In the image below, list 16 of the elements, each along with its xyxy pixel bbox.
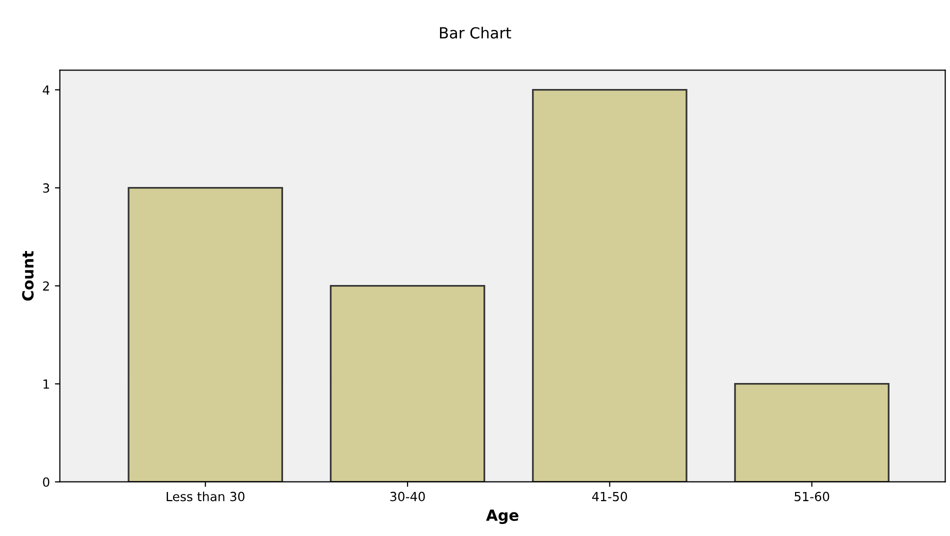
- bar: [532, 88, 688, 482]
- y-tick-label: 4: [42, 85, 50, 95]
- y-tick-label: 0: [43, 477, 50, 487]
- x-tick-label: 30-40: [390, 492, 425, 502]
- x-tick-label: 51-60: [794, 492, 830, 502]
- y-tick-label: 1: [44, 379, 49, 389]
- y-tick-label: 3: [43, 183, 50, 193]
- x-tick-label: 41-50: [592, 492, 628, 502]
- bar: [330, 285, 486, 482]
- y-axis-title: Count: [22, 251, 34, 301]
- bar: [734, 383, 890, 482]
- x-axis-title: Age: [486, 510, 518, 524]
- y-tick-label: 2: [43, 281, 49, 291]
- chart-title: Bar Chart: [440, 26, 512, 39]
- x-tick-label: Less than 30: [166, 492, 244, 502]
- bar: [128, 186, 284, 482]
